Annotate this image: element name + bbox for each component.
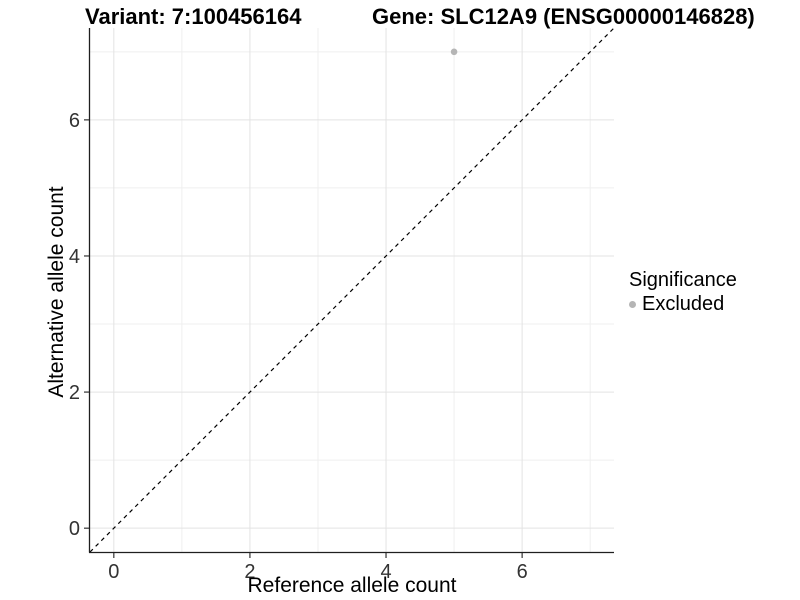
- y-tick-label: 6: [69, 110, 80, 132]
- legend: Significance Excluded: [629, 269, 737, 316]
- y-tick-label: 2: [69, 382, 80, 404]
- excluded-point-icon: [629, 301, 636, 308]
- data-point: [450, 48, 458, 56]
- gene-title: Gene: SLC12A9 (ENSG00000146828): [372, 4, 755, 29]
- identity-line: [89, 27, 615, 553]
- x-tick-label: 0: [108, 561, 119, 583]
- y-tick-label: 0: [69, 518, 80, 540]
- variant-title: Variant: 7:100456164: [85, 4, 302, 29]
- x-tick-label: 2: [244, 561, 255, 583]
- x-axis-title: Reference allele count: [247, 574, 457, 597]
- y-axis-title: Alternative allele count: [45, 186, 68, 398]
- legend-item-excluded: Excluded: [629, 293, 737, 316]
- x-tick-label: 4: [380, 561, 391, 583]
- legend-title: Significance: [629, 269, 737, 291]
- legend-item-label: Excluded: [642, 293, 725, 315]
- x-tick-label: 6: [517, 561, 528, 583]
- y-tick-label: 4: [69, 246, 80, 268]
